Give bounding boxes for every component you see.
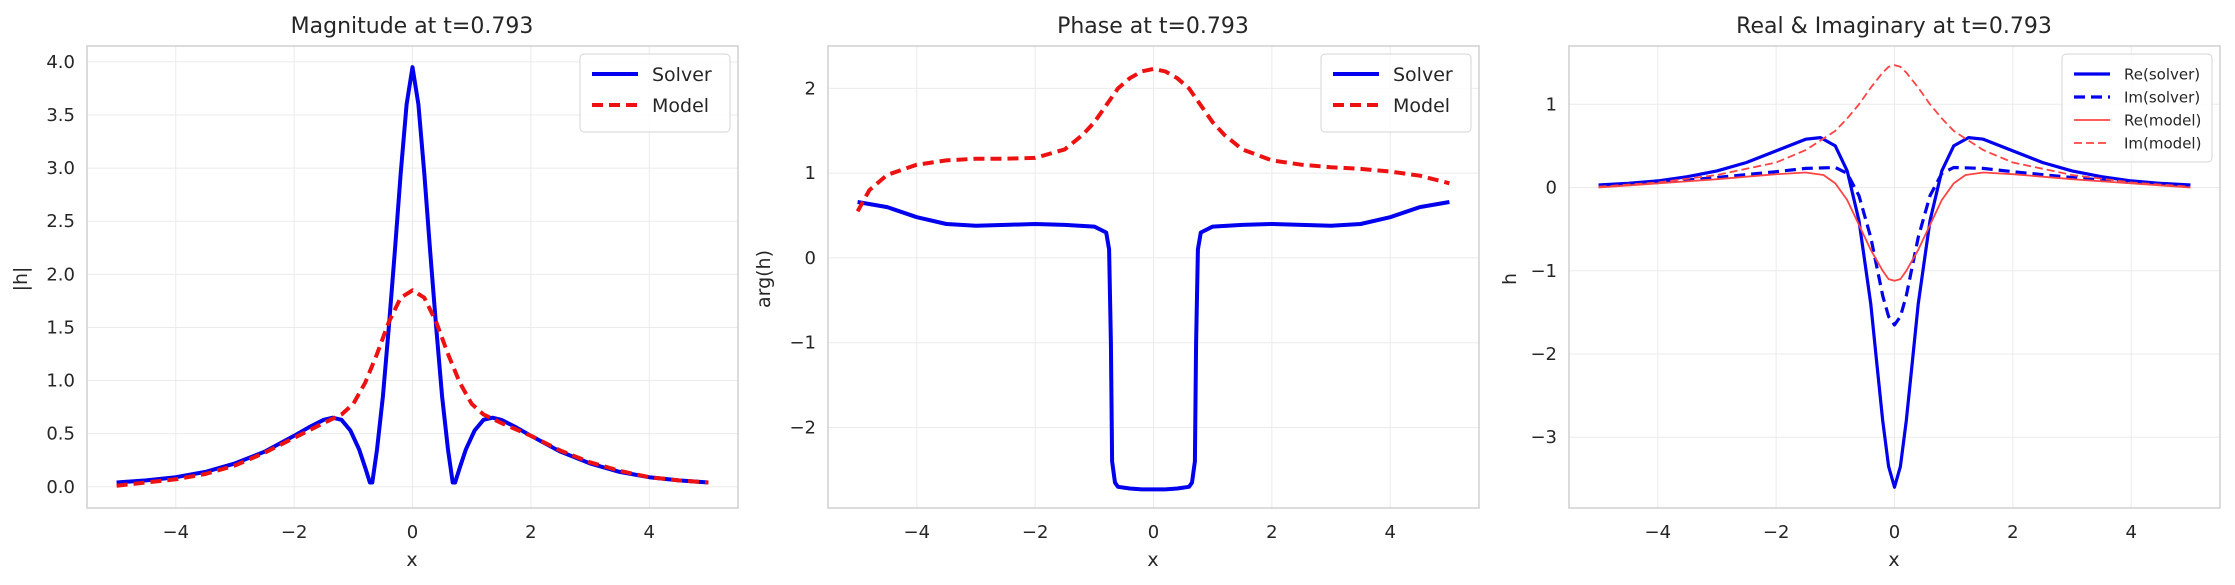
legend-label: Im(solver) — [2124, 88, 2200, 106]
y-tick-label: −2 — [1530, 344, 1557, 365]
y-tick-label: 0.0 — [46, 477, 75, 498]
y-tick-label: −3 — [1530, 427, 1557, 448]
x-tick-label: 4 — [1385, 522, 1396, 543]
chart-title: Magnitude at t=0.793 — [291, 14, 534, 39]
y-tick-label: 0.5 — [46, 424, 75, 445]
series-line — [116, 65, 709, 485]
plot-frame — [1568, 45, 2221, 509]
plot-frame — [86, 45, 739, 509]
plot-area: −4 −2 0 2 4 −2 −1 0 1 2 Solver Model — [789, 45, 1480, 543]
y-tick-label: 3.5 — [46, 105, 75, 126]
plot-frame — [827, 45, 1480, 509]
series-line — [1598, 64, 2191, 188]
x-tick-label: −2 — [281, 522, 308, 543]
legend-label: Solver — [1393, 64, 1453, 86]
series-line — [857, 200, 1450, 492]
x-tick-label: −2 — [1763, 522, 1790, 543]
x-tick-label: 2 — [2007, 522, 2018, 543]
x-tick-label: 2 — [1266, 522, 1277, 543]
legend-label: Im(model) — [2124, 134, 2201, 152]
series-line — [1598, 136, 2191, 489]
chart-title: Phase at t=0.793 — [1057, 14, 1249, 39]
plot-area: −4 −2 0 2 4 0.0 0.5 1.0 1.5 2.0 2.5 3.0 3.5 4.0 Solver… — [46, 45, 739, 543]
x-tick-label: 4 — [2126, 522, 2137, 543]
series-line — [116, 288, 709, 488]
y-tick-label: 1.0 — [46, 371, 75, 392]
y-tick-label: −2 — [789, 417, 816, 438]
y-tick-label: 3.0 — [46, 158, 75, 179]
x-axis-label: x — [1888, 549, 1899, 571]
x-axis-label: x — [406, 549, 417, 571]
x-tick-label: −4 — [162, 522, 189, 543]
x-tick-label: 0 — [1148, 522, 1159, 543]
phase-chart: Phase at t=0.793 −4 −2 0 2 4 −2 −1 0 1 2 Solver Mod… — [753, 14, 1480, 571]
legend-label: Model — [652, 95, 709, 117]
plot-area: −4 −2 0 2 4 −3 −2 −1 0 1 Re(solver) Im(solver) Re(mo… — [1530, 45, 2221, 543]
y-tick-label: 1 — [1546, 94, 1557, 115]
magnitude-chart: Magnitude at t=0.793 −4 −2 0 2 4 0.0 0.5 1.0 1.5… — [10, 14, 739, 571]
x-tick-label: 0 — [407, 522, 418, 543]
y-axis-label: arg(h) — [753, 250, 775, 308]
x-tick-label: 2 — [525, 522, 536, 543]
y-tick-label: 1 — [805, 163, 816, 184]
y-tick-label: 2.5 — [46, 211, 75, 232]
real-imaginary-chart: Real & Imaginary at t=0.793 −4 −2 0 2 4−3−2−… — [1499, 14, 2221, 571]
legend-label: Solver — [652, 64, 712, 86]
x-tick-label: −4 — [1644, 522, 1671, 543]
x-axis-label: x — [1147, 549, 1158, 571]
series-line — [855, 66, 1450, 213]
y-tick-label: 4.0 — [46, 52, 75, 73]
series-line — [1598, 171, 2191, 282]
y-tick-label: −1 — [1530, 261, 1557, 282]
x-tick-label: −2 — [1022, 522, 1049, 543]
y-tick-label: 1.5 — [46, 317, 75, 338]
y-axis-label: |h| — [10, 267, 32, 292]
x-tick-label: −4 — [903, 522, 930, 543]
y-tick-label: 0 — [805, 248, 816, 269]
y-axis-label: h — [1499, 273, 1521, 285]
legend-label: Model — [1393, 95, 1450, 117]
y-tick-label: 2.0 — [46, 264, 75, 285]
y-tick-label: −1 — [789, 333, 816, 354]
series-line — [1598, 165, 2191, 327]
chart-title: Real & Imaginary at t=0.793 — [1736, 14, 2052, 39]
y-tick-label: 2 — [805, 78, 816, 99]
legend-box — [2061, 53, 2213, 163]
x-tick-label: 4 — [644, 522, 655, 543]
x-tick-label: 0 — [1889, 522, 1900, 543]
legend-label: Re(solver) — [2124, 65, 2200, 83]
y-tick-label: 0 — [1546, 178, 1557, 199]
legend-label: Re(model) — [2124, 111, 2201, 129]
